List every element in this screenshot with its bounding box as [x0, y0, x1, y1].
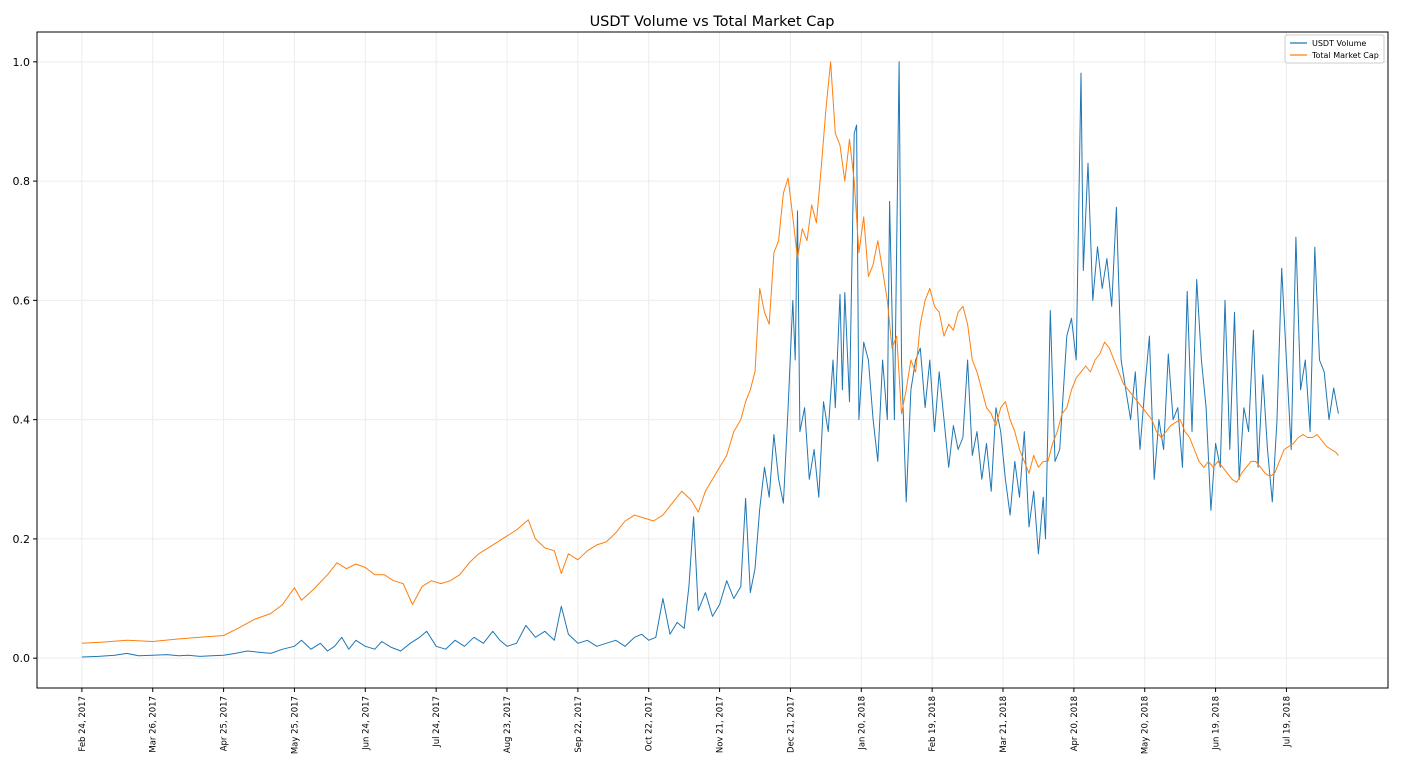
x-tick-label: Apr 25, 2017	[220, 696, 230, 751]
x-tick-label: Aug 23, 2017	[503, 696, 513, 753]
x-tick-label: Mar 21, 2018	[999, 696, 1009, 753]
x-tick-label: Mar 26, 2017	[149, 696, 159, 753]
x-tick-label: Apr 20, 2018	[1070, 696, 1080, 751]
x-tick-label: May 20, 2018	[1141, 696, 1151, 754]
x-axis: Feb 24, 2017 Mar 26, 2017 Apr 25, 2017 May …	[78, 688, 1292, 754]
series-layer	[81, 61, 1339, 658]
y-tick-label: 0.6	[13, 294, 31, 307]
y-tick-label: 0.4	[13, 414, 31, 427]
x-tick-label: Feb 19, 2018	[928, 696, 938, 752]
legend-label: Total Market Cap	[1311, 51, 1379, 60]
series-line-1	[81, 61, 1339, 658]
legend-label: USDT Volume	[1312, 39, 1366, 48]
y-tick-label: 0.2	[13, 533, 31, 546]
series-line-2	[81, 61, 1339, 644]
plot-frame	[36, 31, 1389, 689]
x-tick-label: Oct 22, 2017	[645, 696, 655, 751]
legend: USDT Volume Total Market Cap	[1284, 34, 1385, 64]
x-tick-label: Jun 19, 2018	[1212, 696, 1222, 751]
y-tick-label: 0.0	[13, 652, 31, 665]
x-tick-label: Jul 24, 2017	[432, 696, 442, 748]
x-tick-label: Jul 19, 2018	[1282, 696, 1292, 748]
chart-title: USDT Volume vs Total Market Cap	[590, 14, 835, 30]
x-tick-label: Sep 22, 2017	[574, 696, 584, 753]
x-tick-label: Jun 24, 2017	[361, 696, 371, 751]
legend-box	[1284, 34, 1385, 64]
x-tick-label: Nov 21, 2017	[716, 696, 726, 753]
x-tick-label: Jan 20, 2018	[857, 696, 867, 751]
x-tick-label: May 25, 2017	[290, 696, 300, 754]
y-tick-label: 1.0	[13, 56, 31, 69]
y-tick-label: 0.8	[13, 175, 31, 188]
grid-lines	[37, 32, 1388, 688]
x-tick-label: Feb 24, 2017	[78, 696, 88, 752]
y-axis: 0.0 0.2 0.4 0.6 0.8 1.0	[13, 56, 37, 665]
x-tick-label: Dec 21, 2017	[786, 696, 796, 753]
